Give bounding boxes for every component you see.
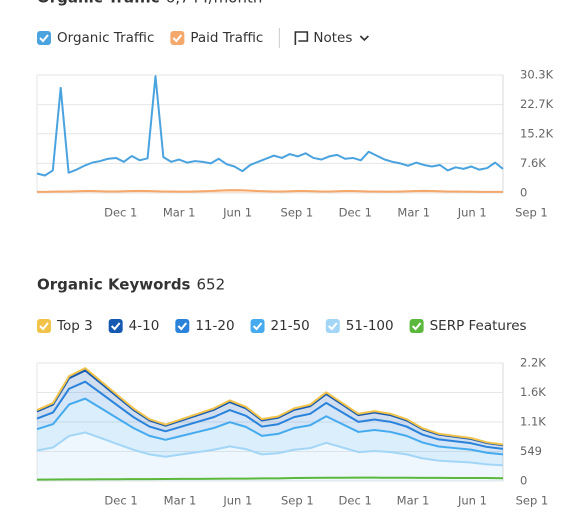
x-tick-label: Mar 1 — [163, 206, 196, 220]
legend-label[interactable]: 11-20 — [195, 318, 234, 334]
y-tick-label: 1.1K — [520, 415, 546, 429]
y-tick-label: 2.2K — [520, 356, 546, 370]
legend-checkbox[interactable] — [409, 319, 424, 333]
chart-title: Organic Keywords — [37, 276, 191, 294]
x-tick-label: Mar 1 — [397, 494, 430, 508]
series-line — [36, 75, 504, 177]
x-tick-label: Sep 1 — [281, 494, 314, 508]
x-tick-label: Jun 1 — [457, 206, 487, 220]
chart-title: Organic Traffic — [37, 0, 160, 7]
x-tick-label: Sep 1 — [516, 494, 549, 508]
x-tick-label: Dec 1 — [339, 206, 372, 220]
legend-checkbox[interactable] — [250, 319, 265, 333]
x-tick-label: Sep 1 — [281, 206, 314, 220]
x-tick-label: Dec 1 — [104, 494, 137, 508]
legend-checkbox[interactable] — [37, 319, 51, 333]
y-tick-label: 30.3K — [520, 68, 554, 82]
y-tick-label: 22.7K — [520, 97, 554, 111]
check-mark — [39, 34, 49, 43]
legend-checkbox[interactable] — [37, 31, 51, 45]
notes-icon — [294, 31, 309, 45]
legend-checkbox[interactable] — [325, 319, 340, 333]
legend-label[interactable]: SERP Features — [430, 318, 527, 334]
series-line — [36, 476, 504, 481]
notes-button[interactable]: Notes — [313, 30, 352, 46]
legend-label[interactable]: Top 3 — [56, 318, 93, 334]
check-mark — [110, 322, 121, 331]
check-mark — [177, 322, 188, 331]
legend-label[interactable]: 4-10 — [129, 318, 160, 334]
x-tick-label: Sep 1 — [515, 206, 548, 220]
y-tick-label: 7.6K — [520, 156, 546, 170]
series-line — [37, 189, 503, 193]
chevron — [359, 35, 369, 42]
legend-label[interactable]: 51-100 — [346, 318, 394, 334]
x-tick-label: Mar 1 — [164, 494, 197, 508]
check-mark — [172, 34, 183, 43]
legend-checkbox[interactable] — [108, 319, 123, 333]
x-tick-label: Dec 1 — [104, 206, 137, 220]
series-line — [36, 397, 504, 456]
series-line — [36, 369, 504, 447]
x-tick-label: Jun 1 — [222, 206, 252, 220]
y-tick-label: 549 — [520, 444, 542, 458]
chart-subtitle: 6,744/month — [166, 0, 263, 7]
x-tick-label: Jun 1 — [222, 494, 252, 508]
series-area — [37, 398, 503, 466]
check-mark — [328, 322, 338, 331]
legend-checkbox[interactable] — [175, 319, 190, 333]
x-tick-label: Mar 1 — [397, 206, 430, 220]
x-tick-label: Dec 1 — [339, 494, 372, 508]
check-mark — [39, 322, 49, 331]
series-line — [36, 367, 504, 446]
legend-label[interactable]: Paid Traffic — [190, 30, 263, 46]
legend-label[interactable]: Organic Traffic — [57, 30, 154, 46]
legend-label[interactable]: 21-50 — [271, 318, 310, 334]
check-mark — [252, 322, 263, 331]
y-tick-label: 15.2K — [520, 126, 554, 140]
y-tick-label: 0 — [520, 474, 527, 488]
y-tick-label: 1.6K — [520, 385, 546, 399]
check-mark — [411, 322, 422, 331]
y-tick-label: 0 — [520, 186, 527, 200]
chart-subtitle: 652 — [196, 276, 225, 294]
legend-checkbox[interactable] — [170, 31, 185, 45]
series-area — [37, 432, 503, 481]
series-line — [36, 380, 504, 450]
x-tick-label: Jun 1 — [457, 494, 487, 508]
series-line — [36, 431, 504, 467]
